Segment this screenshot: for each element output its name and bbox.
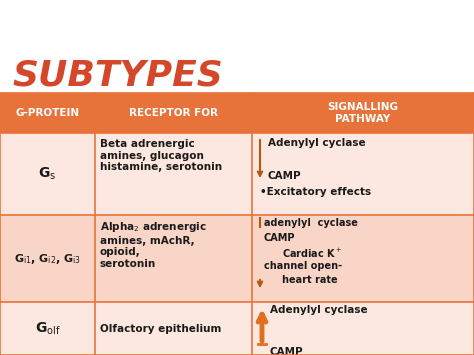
Bar: [95, 302, 252, 355]
Text: SUBTYPES: SUBTYPES: [12, 58, 223, 92]
Text: •Excitatory effects: •Excitatory effects: [260, 187, 371, 197]
Text: CAMP: CAMP: [270, 347, 304, 355]
Bar: [0, 133, 95, 215]
Bar: [95, 133, 252, 215]
Bar: [0, 93, 95, 133]
Bar: [252, 93, 474, 133]
Bar: [0, 215, 95, 302]
Bar: [252, 133, 474, 215]
Bar: [0, 302, 95, 355]
Bar: [252, 302, 474, 355]
Text: channel open-: channel open-: [264, 261, 342, 271]
Text: Olfactory epithelium: Olfactory epithelium: [100, 323, 221, 333]
Text: heart rate: heart rate: [282, 275, 337, 285]
Text: G$_\mathrm{olf}$: G$_\mathrm{olf}$: [35, 320, 60, 337]
Bar: [95, 215, 252, 302]
Bar: [252, 215, 474, 302]
Text: CAMP: CAMP: [264, 233, 295, 243]
Text: RECEPTOR FOR: RECEPTOR FOR: [129, 108, 218, 118]
Text: G$_\mathrm{i1}$, G$_\mathrm{i2}$, G$_\mathrm{i3}$: G$_\mathrm{i1}$, G$_\mathrm{i2}$, G$_\ma…: [14, 251, 81, 266]
Text: G-PROTEIN: G-PROTEIN: [16, 108, 80, 118]
Text: adenylyl  cyclase: adenylyl cyclase: [264, 218, 358, 228]
Text: Adenylyl cyclase: Adenylyl cyclase: [268, 138, 365, 148]
Text: Adenylyl cyclase: Adenylyl cyclase: [270, 305, 368, 315]
Text: Cardiac K$^+$: Cardiac K$^+$: [282, 247, 342, 260]
Bar: [95, 93, 252, 133]
Text: G$_\mathrm{s}$: G$_\mathrm{s}$: [38, 166, 56, 182]
Text: Alpha$_2$ adrenergic
amines, mAchR,
opioid,
serotonin: Alpha$_2$ adrenergic amines, mAchR, opio…: [100, 220, 207, 269]
Text: CAMP: CAMP: [268, 171, 301, 181]
Text: SIGNALLING
PATHWAY: SIGNALLING PATHWAY: [328, 102, 399, 124]
Text: Beta adrenergic
amines, glucagon
histamine, serotonin: Beta adrenergic amines, glucagon histami…: [100, 139, 222, 172]
